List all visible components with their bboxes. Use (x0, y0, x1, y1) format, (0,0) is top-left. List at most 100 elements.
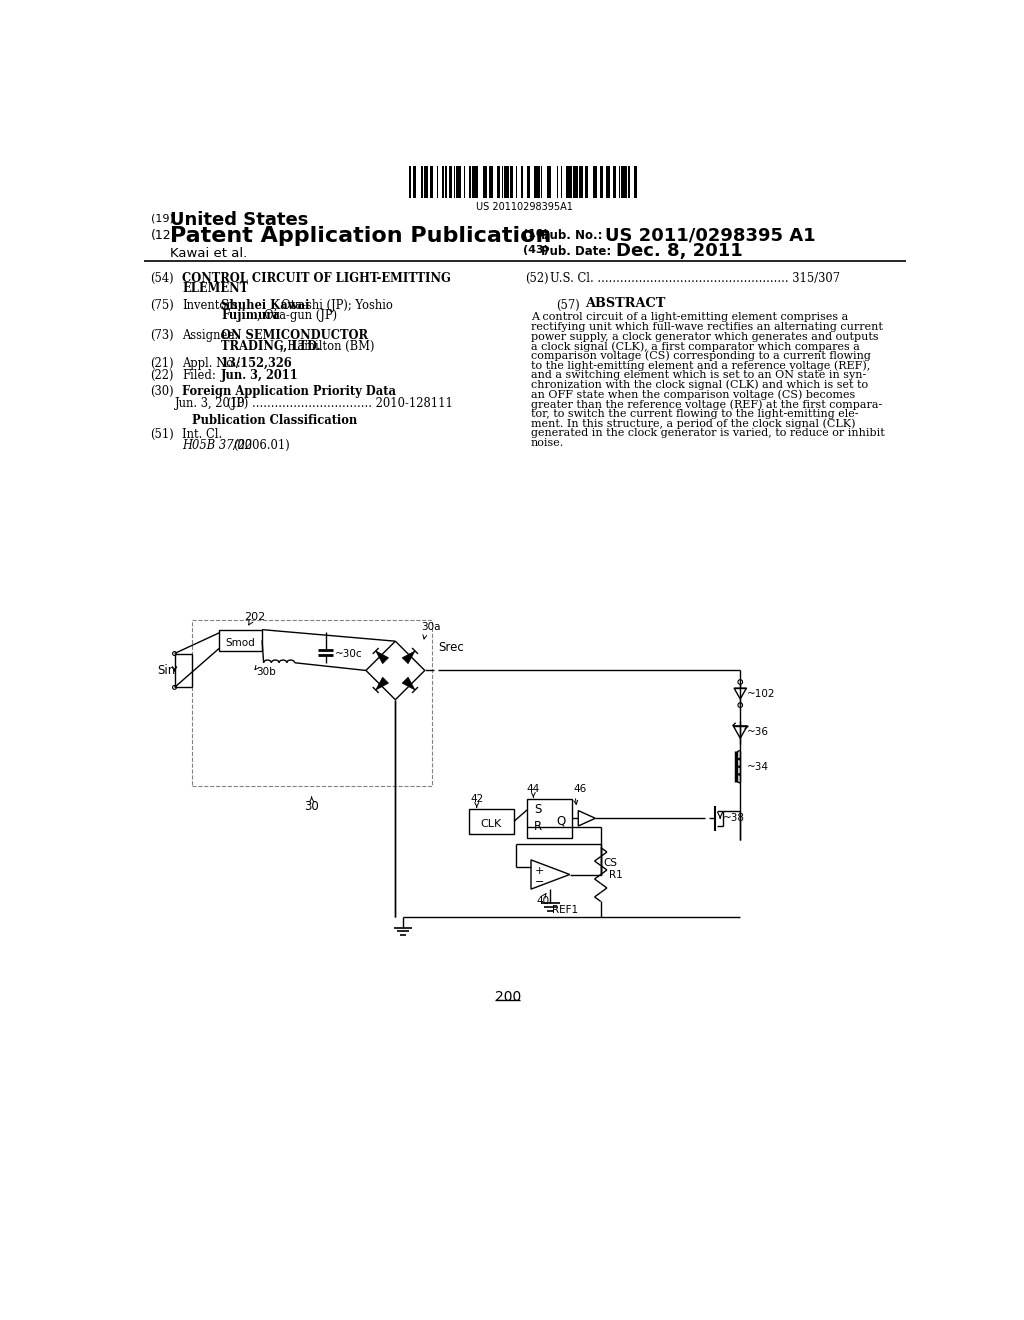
Text: 30a: 30a (421, 622, 440, 632)
Text: Jun. 3, 2010: Jun. 3, 2010 (174, 397, 245, 411)
Text: (57): (57) (556, 300, 580, 313)
Bar (502, 166, 503, 198)
Bar (527, 166, 529, 198)
Bar (450, 166, 453, 198)
Bar (527, 799, 572, 838)
Text: Inventors:: Inventors: (182, 300, 242, 313)
Text: (30): (30) (150, 385, 173, 397)
Bar (464, 166, 465, 198)
Bar (510, 166, 513, 198)
Text: (21): (21) (150, 358, 173, 370)
Bar (498, 166, 500, 198)
Text: generated in the clock generator is varied, to reduce or inhibit: generated in the clock generator is vari… (531, 428, 885, 438)
Text: ~34: ~34 (746, 762, 768, 772)
Text: Patent Application Publication: Patent Application Publication (170, 226, 551, 246)
Text: Jun. 3, 2011: Jun. 3, 2011 (221, 370, 299, 383)
Bar (469, 809, 514, 834)
Text: CONTROL CIRCUIT OF LIGHT-EMITTING: CONTROL CIRCUIT OF LIGHT-EMITTING (182, 272, 451, 285)
Text: US 20110298395A1: US 20110298395A1 (476, 202, 573, 213)
Bar (409, 166, 412, 198)
Text: 13/152,326: 13/152,326 (221, 358, 293, 370)
Bar (454, 166, 455, 198)
Text: power supply, a clock generator which generates and outputs: power supply, a clock generator which ge… (531, 331, 879, 342)
Text: Int. Cl.: Int. Cl. (182, 428, 222, 441)
Text: 202: 202 (245, 612, 265, 622)
Text: and a switching element which is set to an ON state in syn-: and a switching element which is set to … (531, 370, 866, 380)
Bar (436, 166, 438, 198)
Text: H05B 37/02: H05B 37/02 (182, 438, 253, 451)
Text: chronization with the clock signal (CLK) and which is set to: chronization with the clock signal (CLK)… (531, 380, 868, 391)
Text: CLK: CLK (481, 818, 502, 829)
Text: tor, to switch the current flowing to the light-emitting ele-: tor, to switch the current flowing to th… (531, 409, 858, 418)
Bar (472, 166, 477, 198)
Text: S: S (535, 804, 542, 816)
Text: ABSTRACT: ABSTRACT (586, 297, 666, 310)
Text: a clock signal (CLK), a first comparator which compares a: a clock signal (CLK), a first comparator… (531, 342, 860, 352)
Polygon shape (402, 651, 415, 664)
Text: (75): (75) (150, 300, 173, 313)
Text: Kawai et al.: Kawai et al. (170, 247, 247, 260)
Bar (457, 166, 461, 198)
Text: Foreign Application Priority Data: Foreign Application Priority Data (182, 385, 396, 397)
Text: (2006.01): (2006.01) (232, 438, 290, 451)
Text: ~36: ~36 (746, 727, 768, 737)
Bar (634, 166, 637, 198)
Bar (191, 620, 432, 785)
Text: REF1: REF1 (552, 904, 579, 915)
Text: Appl. No.:: Appl. No.: (182, 358, 241, 370)
Text: ELEMENT: ELEMENT (182, 281, 249, 294)
Bar (521, 166, 522, 198)
Text: (10): (10) (523, 230, 549, 239)
Bar (606, 166, 610, 198)
Text: Pub. Date:: Pub. Date: (541, 244, 611, 257)
Text: (52): (52) (524, 272, 549, 285)
Bar (556, 166, 558, 198)
Text: ~30c: ~30c (335, 648, 362, 659)
Text: to the light-emitting element and a reference voltage (REF),: to the light-emitting element and a refe… (531, 360, 870, 371)
Text: Smod: Smod (225, 638, 255, 648)
Text: (22): (22) (150, 370, 173, 383)
Text: (JP) ................................ 2010-128111: (JP) ................................ 20… (227, 397, 453, 411)
Bar (579, 166, 584, 198)
Bar (618, 166, 620, 198)
Bar (442, 166, 443, 198)
Text: ment. In this structure, a period of the clock signal (CLK): ment. In this structure, a period of the… (531, 418, 855, 429)
Text: R: R (534, 820, 542, 833)
Text: −: − (535, 878, 544, 887)
Text: ~38: ~38 (723, 813, 745, 824)
Polygon shape (376, 677, 388, 690)
Bar (600, 166, 603, 198)
Text: Assignee:: Assignee: (182, 330, 239, 342)
Text: (19): (19) (152, 214, 174, 224)
Bar (534, 166, 540, 198)
Text: Publication Classification: Publication Classification (193, 414, 357, 428)
Text: Pub. No.:: Pub. No.: (541, 230, 602, 243)
Bar (541, 166, 543, 198)
Polygon shape (402, 677, 415, 690)
Text: noise.: noise. (531, 437, 564, 447)
Bar (561, 166, 562, 198)
Text: US 2011/0298395 A1: US 2011/0298395 A1 (604, 226, 815, 244)
Text: (43): (43) (523, 244, 549, 255)
Bar (585, 166, 588, 198)
Text: (54): (54) (150, 272, 173, 285)
Text: , Hamilton (BM): , Hamilton (BM) (280, 339, 375, 352)
Text: 30b: 30b (256, 667, 275, 677)
Text: , Ora-gun (JP): , Ora-gun (JP) (257, 309, 337, 322)
Text: A control circuit of a light-emitting element comprises a: A control circuit of a light-emitting el… (531, 313, 848, 322)
Polygon shape (376, 651, 388, 664)
Bar (483, 166, 487, 198)
Text: rectifying unit which full-wave rectifies an alternating current: rectifying unit which full-wave rectifie… (531, 322, 883, 333)
Text: Sin: Sin (158, 664, 176, 677)
Bar (424, 166, 428, 198)
Text: 200: 200 (495, 990, 521, 1005)
Text: 42: 42 (470, 795, 483, 804)
Bar (421, 166, 423, 198)
Bar (573, 166, 578, 198)
Bar (413, 166, 416, 198)
Text: 44: 44 (526, 784, 540, 795)
Text: United States: United States (170, 211, 308, 228)
Text: Dec. 8, 2011: Dec. 8, 2011 (616, 242, 743, 260)
Bar (469, 166, 471, 198)
Bar (488, 166, 494, 198)
